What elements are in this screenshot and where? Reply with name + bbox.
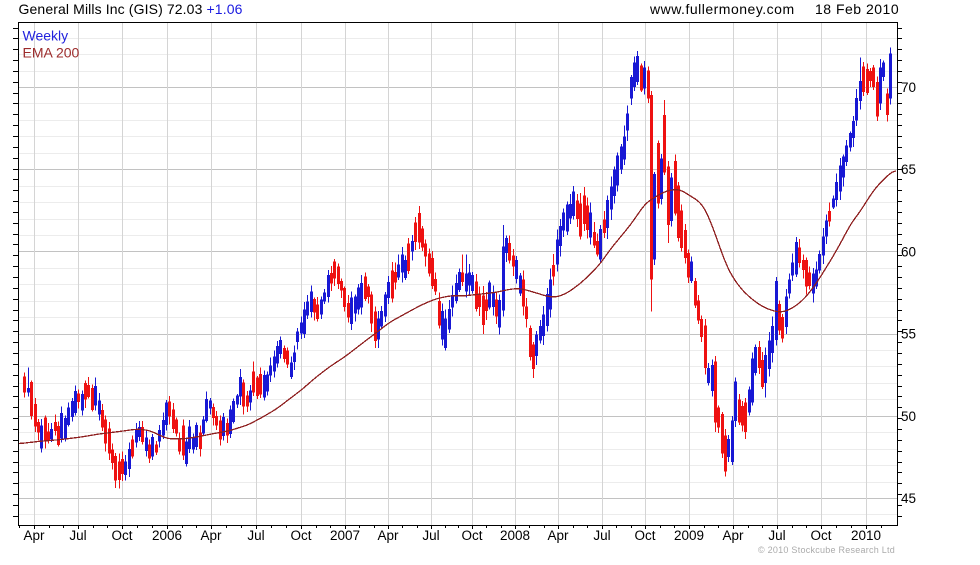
svg-text:65: 65 [901,162,916,177]
svg-text:Jul: Jul [768,528,785,543]
svg-text:2007: 2007 [330,528,360,543]
svg-text:50: 50 [901,409,916,424]
svg-text:Weekly: Weekly [23,28,69,44]
svg-text:Oct: Oct [634,528,655,543]
svg-text:Apr: Apr [547,528,569,543]
svg-text:Apr: Apr [377,528,399,543]
svg-text:Apr: Apr [722,528,744,543]
svg-text:Oct: Oct [111,528,132,543]
svg-text:2010: 2010 [851,528,881,543]
svg-text:18 Feb 2010: 18 Feb 2010 [815,1,899,17]
svg-text:Jul: Jul [69,528,86,543]
svg-text:Oct: Oct [461,528,482,543]
svg-text:55: 55 [901,327,916,342]
svg-text:2006: 2006 [152,528,182,543]
svg-text:© 2010 Stockcube Research Ltd: © 2010 Stockcube Research Ltd [758,545,895,555]
svg-text:Apr: Apr [23,528,45,543]
svg-text:70: 70 [901,80,916,95]
svg-text:Oct: Oct [290,528,311,543]
svg-text:60: 60 [901,244,916,259]
svg-text:www.fullermoney.com: www.fullermoney.com [649,1,795,17]
svg-text:2009: 2009 [674,528,704,543]
svg-text:Jul: Jul [593,528,610,543]
svg-text:EMA 200: EMA 200 [23,45,80,61]
svg-text:General Mills Inc (GIS) 72.03: General Mills Inc (GIS) 72.03 +1.06 [19,1,243,17]
svg-text:Oct: Oct [810,528,831,543]
svg-text:Apr: Apr [200,528,222,543]
svg-text:2008: 2008 [500,528,530,543]
svg-text:Jul: Jul [247,528,264,543]
svg-text:45: 45 [901,491,916,506]
svg-text:Jul: Jul [422,528,439,543]
